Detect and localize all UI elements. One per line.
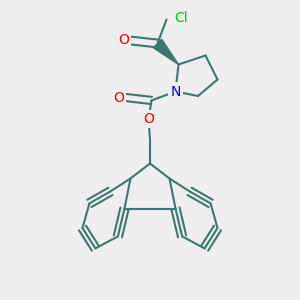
Polygon shape [153,39,178,64]
Text: N: N [170,85,181,98]
Text: O: O [143,112,154,126]
Text: O: O [113,91,124,104]
Text: O: O [118,34,129,47]
Text: Cl: Cl [174,11,188,25]
